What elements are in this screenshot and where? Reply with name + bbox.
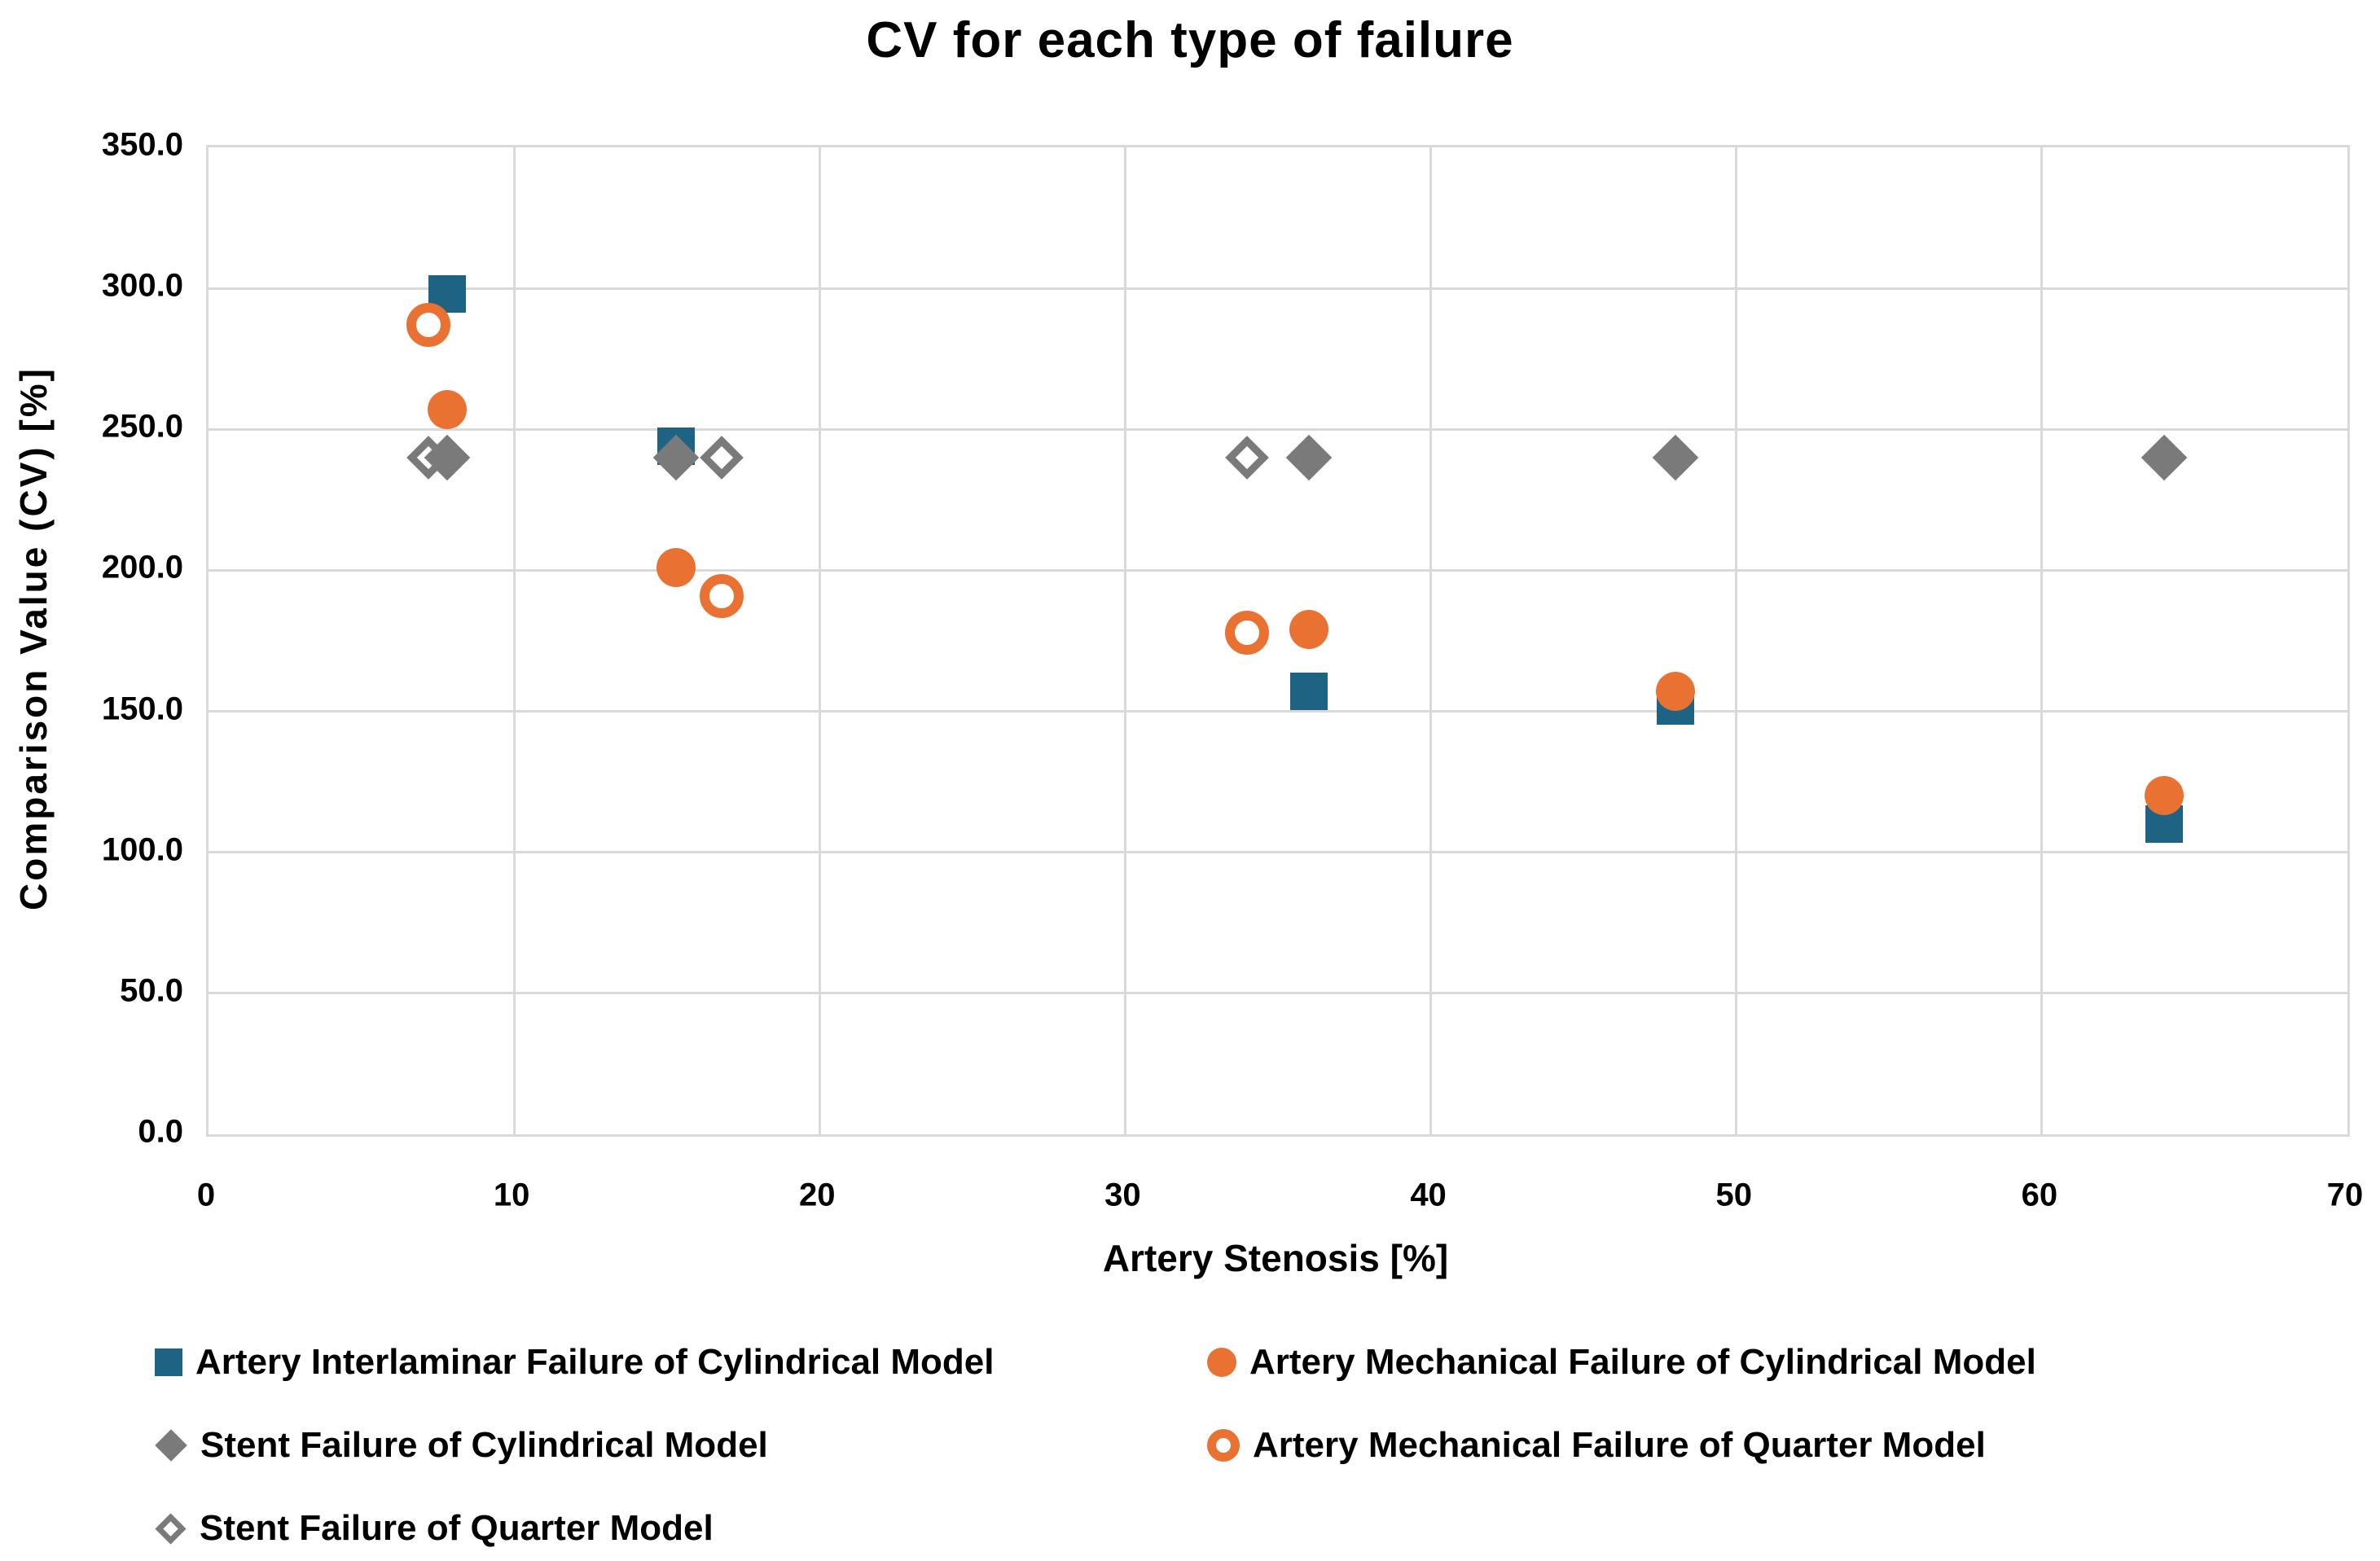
legend-label: Artery Interlaminar Failure of Cylindric… xyxy=(195,1342,995,1382)
y-tick-label: 300.0 xyxy=(101,267,183,304)
circle-legend-marker-icon xyxy=(1207,1348,1236,1377)
y-tick-label: 200.0 xyxy=(101,549,183,585)
legend-label: Stent Failure of Quarter Model xyxy=(200,1508,714,1548)
x-tick-label: 60 xyxy=(2021,1177,2058,1213)
y-tick-label: 350.0 xyxy=(101,126,183,163)
data-point-marker xyxy=(406,303,451,348)
data-point-marker xyxy=(700,573,744,618)
chart-title: CV for each type of failure xyxy=(866,12,1514,68)
x-tick-label: 10 xyxy=(493,1177,530,1213)
legend-label: Artery Mechanical Failure of Quarter Mod… xyxy=(1253,1425,1986,1465)
x-tick-label: 0 xyxy=(196,1177,216,1213)
gridline-vertical xyxy=(512,147,516,1134)
data-point-marker xyxy=(1289,610,1328,650)
data-point-marker xyxy=(2144,776,2184,816)
plot-area xyxy=(206,145,2350,1137)
data-point-marker xyxy=(2141,434,2188,481)
data-point-marker xyxy=(1655,672,1695,712)
y-tick-label: 150.0 xyxy=(101,691,183,727)
legend-item: Stent Failure of Cylindrical Model xyxy=(155,1425,1207,1466)
x-axis-title: Artery Stenosis [%] xyxy=(1102,1237,1449,1279)
y-axis-title-text: Comparison Value (CV) [%] xyxy=(12,366,55,910)
square-legend-marker-icon xyxy=(155,1348,182,1376)
x-tick-label: 70 xyxy=(2326,1177,2364,1213)
x-tick-label: 30 xyxy=(1104,1177,1141,1213)
x-tick-label: 20 xyxy=(799,1177,836,1213)
gridline-horizontal xyxy=(209,568,2347,572)
data-point-marker xyxy=(1289,673,1328,711)
x-tick-label: 40 xyxy=(1410,1177,1447,1213)
diamond-legend-marker-icon xyxy=(155,1429,187,1462)
gridline-horizontal xyxy=(209,710,2347,713)
y-tick-label: 100.0 xyxy=(101,831,183,868)
data-point-marker xyxy=(427,390,467,430)
y-tick-label: 250.0 xyxy=(101,408,183,445)
data-point-marker xyxy=(1225,436,1270,480)
gridline-vertical xyxy=(818,147,821,1134)
gridline-vertical xyxy=(1429,147,1433,1134)
diamond-open-legend-marker-icon xyxy=(155,1512,187,1545)
data-point-marker xyxy=(1285,434,1332,481)
data-point-marker xyxy=(1225,610,1270,655)
legend-item: Stent Failure of Quarter Model xyxy=(155,1508,1207,1549)
data-point-marker xyxy=(1652,434,1698,481)
gridline-vertical xyxy=(2040,147,2044,1134)
y-tick-label: 50.0 xyxy=(120,972,183,1009)
data-point-marker xyxy=(700,436,744,480)
legend-item: Artery Interlaminar Failure of Cylindric… xyxy=(155,1342,1207,1383)
legend-label: Stent Failure of Cylindrical Model xyxy=(200,1425,768,1465)
chart-legend: Artery Interlaminar Failure of Cylindric… xyxy=(155,1342,2305,1549)
legend-item: Artery Mechanical Failure of Cylindrical… xyxy=(1207,1342,2036,1383)
circle-open-legend-marker-icon xyxy=(1207,1429,1240,1462)
gridline-horizontal xyxy=(209,851,2347,854)
gridline-vertical xyxy=(1123,147,1126,1134)
gridline-horizontal xyxy=(209,992,2347,995)
gridline-horizontal xyxy=(209,428,2347,431)
legend-label: Artery Mechanical Failure of Cylindrical… xyxy=(1249,1342,2036,1382)
y-tick-label: 0.0 xyxy=(138,1113,183,1150)
gridline-vertical xyxy=(1735,147,1738,1134)
x-tick-label: 50 xyxy=(1715,1177,1752,1213)
legend-item: Artery Mechanical Failure of Quarter Mod… xyxy=(1207,1425,2036,1466)
data-point-marker xyxy=(656,547,696,587)
gridline-horizontal xyxy=(209,287,2347,290)
